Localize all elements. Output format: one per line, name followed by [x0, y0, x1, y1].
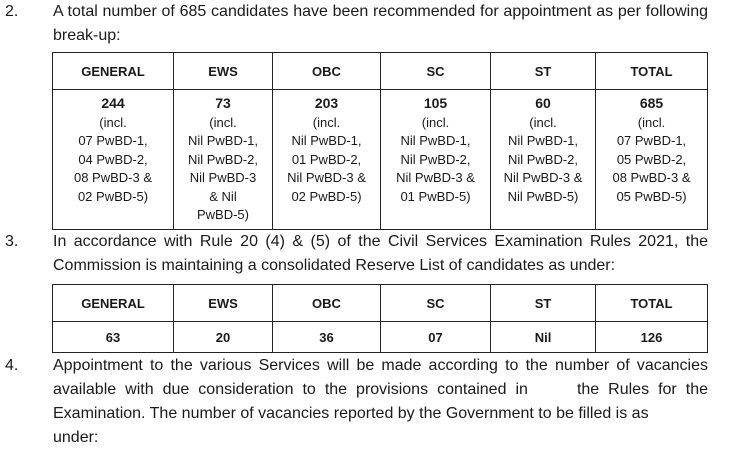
cell-total: 73 — [215, 95, 231, 111]
table-cell: 60 (incl. Nil PwBD-1, Nil PwBD-2, Nil PwB… — [490, 89, 596, 230]
table-cell: 20 — [173, 321, 273, 353]
table-row: 244 (incl. 07 PwBD-1, 04 PwBD-2, 08 PwBD-… — [52, 89, 708, 230]
column-header: ST — [490, 52, 596, 90]
column-header: SC — [380, 52, 491, 90]
table-header-row: GENERAL EWS OBC SC ST TOTAL — [52, 52, 708, 90]
column-header: EWS — [173, 284, 273, 322]
table-cell: 63 — [52, 321, 174, 353]
cell-total: 244 — [101, 95, 125, 111]
column-header: OBC — [272, 52, 381, 90]
table-cell: Nil — [490, 321, 596, 353]
cell-detail: (incl. Nil PwBD-1, Nil PwBD-2, Nil PwBD-… — [503, 114, 583, 204]
table-cell: 126 — [595, 321, 708, 353]
para-4-text-b: the Rules for the Examination. The numbe… — [53, 381, 708, 422]
table-cell: 203 (incl. Nil PwBD-1, 01 PwBD-2, Nil PwB… — [272, 89, 381, 230]
column-header: EWS — [173, 52, 273, 90]
reserve-list-table: GENERAL EWS OBC SC ST TOTAL 63 20 36 07 Nil 126 — [52, 284, 708, 353]
column-header: OBC — [272, 284, 381, 322]
cell-total: 203 — [314, 95, 339, 111]
column-header: TOTAL — [595, 284, 708, 322]
cell-total: 685 — [639, 95, 664, 111]
column-header: ST — [490, 284, 596, 322]
table-row: 63 20 36 07 Nil 126 — [52, 321, 708, 353]
cell-detail: (incl. Nil PwBD-1, 01 PwBD-2, Nil PwBD-3… — [287, 114, 366, 204]
para-3-text: In accordance with Rule 20 (4) & (5) of … — [53, 233, 708, 274]
column-header: SC — [380, 284, 491, 322]
para-4-text: Appointment to the various Services will… — [53, 354, 708, 450]
column-header: GENERAL — [52, 284, 174, 322]
para-3-number: 3. — [5, 233, 19, 250]
para-2-text: A total number of 685 candidates have be… — [53, 3, 708, 44]
cell-detail: (incl. 07 PwBD-1, 04 PwBD-2, 08 PwBD-3 &… — [73, 114, 153, 204]
column-header: TOTAL — [595, 52, 708, 90]
cell-detail: (incl. Nil PwBD-1, Nil PwBD-2, Nil PwBD-… — [396, 114, 475, 204]
para-2-number: 2. — [5, 3, 19, 20]
para-4-number: 4. — [5, 357, 19, 374]
table-cell: 244 (incl. 07 PwBD-1, 04 PwBD-2, 08 PwBD-… — [52, 89, 174, 230]
cell-total: 60 — [535, 95, 551, 111]
table-cell: 36 — [272, 321, 381, 353]
table-cell: 73 (incl. Nil PwBD-1, Nil PwBD-2, Nil PwB… — [173, 89, 273, 230]
para-4-text-a: Appointment to the various Services will… — [53, 357, 708, 398]
table-header-row: GENERAL EWS OBC SC ST TOTAL — [52, 284, 708, 322]
table-cell: 07 — [380, 321, 491, 353]
table-cell: 105 (incl. Nil PwBD-1, Nil PwBD-2, Nil Pw… — [380, 89, 491, 230]
column-header: GENERAL — [52, 52, 174, 90]
recommended-candidates-table: GENERAL EWS OBC SC ST TOTAL 244 (incl. 07 PwBD… — [52, 52, 708, 230]
cell-detail: (incl. 07 PwBD-1, 05 PwBD-2, 08 PwBD-3 &… — [612, 114, 691, 204]
cell-total: 105 — [423, 95, 448, 111]
table-cell: 685 (incl. 07 PwBD-1, 05 PwBD-2, 08 PwBD-… — [595, 89, 708, 230]
cell-detail: (incl. Nil PwBD-1, Nil PwBD-2, Nil PwBD-… — [187, 114, 259, 223]
